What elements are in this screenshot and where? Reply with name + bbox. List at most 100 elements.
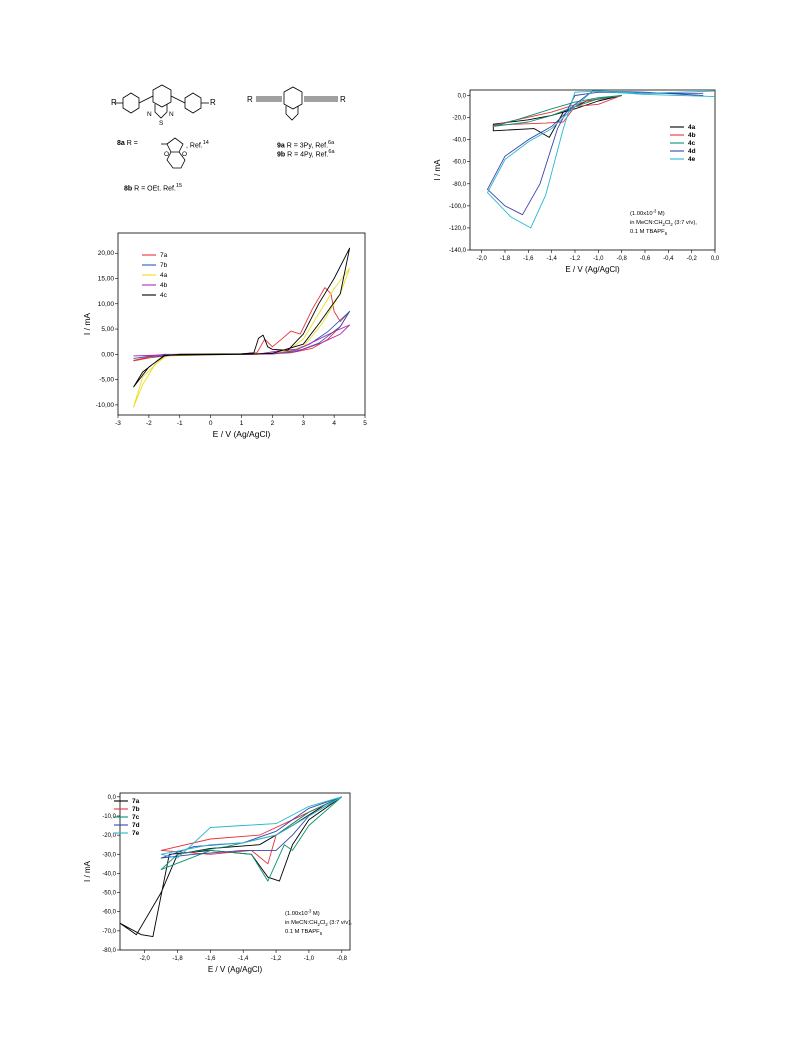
- caption-8a: 8a R =: [117, 140, 138, 147]
- right-R2-label: R: [340, 95, 346, 104]
- annotation-electrolyte: 0.1 M TBAPF6: [630, 229, 668, 236]
- y-axis-label: I / mA: [83, 860, 92, 882]
- y-tick-label: -70,0: [102, 929, 116, 935]
- legend-label-7b: 7b: [160, 262, 168, 269]
- chart-cv-reduction-7: -2,0 -1,8 -1,6 -1,4 -1,2 -1,0 -0,8 -80,0 -70,0 -6…: [83, 792, 352, 974]
- caption-8b-label: 8b: [124, 185, 133, 193]
- x-tick-label: -1,8: [500, 256, 511, 262]
- caption-8b: 8b R = OEt. Ref.15: [124, 183, 182, 192]
- chart-cv-reduction-4: -2,0 -1,8 -1,6 -1,4 -1,2 -1,0 -0,8 -0,6 -0,4 -0,2…: [433, 89, 720, 274]
- atom-S: S: [159, 120, 164, 127]
- x-tick-label: -1,6: [205, 956, 216, 962]
- y-tick-label: -80,0: [102, 948, 116, 954]
- x-tick-label: -0,2: [686, 256, 697, 262]
- x-tick-label: 0,0: [711, 256, 720, 262]
- atom-O1: O: [164, 151, 169, 158]
- y-tick-label: -100,0: [449, 204, 467, 210]
- legend-label-4e: 4e: [688, 156, 696, 163]
- y-tick-label: 0,0: [108, 795, 117, 801]
- x-tick-label: -3: [115, 420, 121, 427]
- y-tick-label: 20,00: [98, 250, 115, 257]
- right-R-label: R: [210, 98, 216, 107]
- legend-label-4c: 4c: [688, 140, 696, 147]
- y-tick-label: -5,00: [99, 377, 114, 384]
- x-tick-label: 4: [332, 420, 336, 427]
- y-tick-label: -60,0: [452, 160, 466, 166]
- y-tick-label: -140,0: [449, 248, 467, 254]
- x-tick-label: -1,2: [271, 956, 282, 962]
- x-tick-label: 2: [271, 420, 275, 427]
- series-line-7a: [119, 796, 343, 938]
- x-tick-label: -0,8: [337, 956, 348, 962]
- structure-9-drawing: R R: [247, 86, 346, 121]
- caption-9a-label: 9a: [277, 142, 285, 150]
- x-tick-label: 5: [363, 420, 367, 427]
- x-axis-label: E / V (Ag/AgCl): [565, 265, 620, 274]
- series-line-7b: [133, 310, 351, 359]
- left-R-label: R: [111, 98, 117, 107]
- series-line-4c: [492, 95, 622, 127]
- legend-label-4d: 4d: [688, 148, 696, 155]
- legend-label-7b: 7b: [132, 806, 140, 813]
- plot-frame: [117, 232, 366, 416]
- y-axis-label: I / mA: [82, 313, 92, 336]
- x-tick-label: -0,8: [616, 256, 627, 262]
- legend-label-7a: 7a: [160, 252, 168, 259]
- y-tick-label: -20,0: [452, 116, 466, 122]
- annotation-electrolyte: 0.1 M TBAPF6: [285, 929, 323, 936]
- chart-cv-oxidation: -3 -2 -1 0 1 2 3 4 5 -10,00 -5,00 0,00 5,00 10,00 15,0…: [82, 232, 367, 439]
- legend-label-4b: 4b: [688, 132, 696, 139]
- x-tick-label: -2,0: [476, 256, 487, 262]
- x-tick-label: -1,6: [523, 256, 534, 262]
- legend-label-4b: 4b: [160, 282, 168, 289]
- series-line-7e: [160, 796, 343, 859]
- caption-9a: 9a R = 3Py, Ref.6a: [277, 140, 334, 149]
- annotation-solvent: in MeCN:CH2Cl2 (3:7 v/v),: [285, 920, 352, 927]
- y-tick-label: -120,0: [449, 226, 467, 232]
- series-line-4b: [492, 95, 622, 126]
- y-tick-label: 10,00: [98, 301, 115, 308]
- series-line-4c: [133, 247, 351, 388]
- annotation-concentration: (1.00x10-3 M): [630, 209, 665, 218]
- y-tick-label: -30,0: [102, 852, 116, 858]
- caption-9b: 9b R = 4Py, Ref.6a: [277, 149, 335, 158]
- series-line-7b: [160, 796, 342, 865]
- structure-8-drawing: R R N N S O O: [111, 84, 216, 169]
- x-tick-label: -2,0: [139, 956, 150, 962]
- caption-8a-label: 8a: [117, 140, 125, 147]
- x-axis-label: E / V (Ag/AgCl): [208, 965, 263, 974]
- x-tick-label: -0,6: [640, 256, 651, 262]
- caption-8b-text: R = OEt. Ref.: [132, 185, 176, 193]
- caption-9b-text: R = 4Py, Ref.: [285, 151, 329, 159]
- atom-N1: N: [147, 111, 152, 118]
- y-tick-label: -10,00: [96, 402, 115, 409]
- y-tick-label: -10,0: [102, 814, 116, 820]
- caption-8a-refnum: 14: [202, 140, 209, 146]
- legend-label-7a: 7a: [132, 798, 140, 805]
- caption-9b-refnum: 6a: [328, 149, 335, 155]
- y-axis-label: I / mA: [433, 159, 442, 181]
- caption-9a-refnum: 6a: [328, 140, 335, 146]
- conditions-annotation: (1.00x10-3 M) in MeCN:CH2Cl2 (3:7 v/v), 0.…: [630, 209, 697, 236]
- series-line-4a: [132, 267, 351, 408]
- x-tick-label: -1,0: [593, 256, 604, 262]
- legend-label-7c: 7c: [132, 814, 140, 821]
- caption-8b-refnum: 15: [175, 183, 183, 189]
- annotation-concentration: (1.00x10-3 M): [285, 909, 320, 918]
- x-tick-label: 3: [301, 420, 305, 427]
- x-tick-label: -1: [177, 420, 183, 427]
- x-tick-label: -1,4: [238, 956, 249, 962]
- x-axis-label: E / V (Ag/AgCl): [213, 429, 271, 439]
- series-line-4b: [133, 324, 351, 357]
- legend-label-7d: 7d: [132, 822, 140, 829]
- y-tick-label: -80,0: [452, 182, 466, 188]
- series-line-4e: [487, 90, 716, 229]
- atom-O2: O: [182, 151, 187, 158]
- conditions-annotation: (1.00x10-3 M) in MeCN:CH2Cl2 (3:7 v/v), 0.…: [285, 909, 352, 936]
- plot-frame: [119, 792, 351, 951]
- x-tick-label: 0: [209, 420, 213, 427]
- legend-label-4a: 4a: [688, 124, 696, 131]
- y-tick-label: 0,0: [458, 94, 467, 100]
- y-tick-label: -40,0: [102, 871, 116, 877]
- legend-label-7e: 7e: [132, 830, 140, 837]
